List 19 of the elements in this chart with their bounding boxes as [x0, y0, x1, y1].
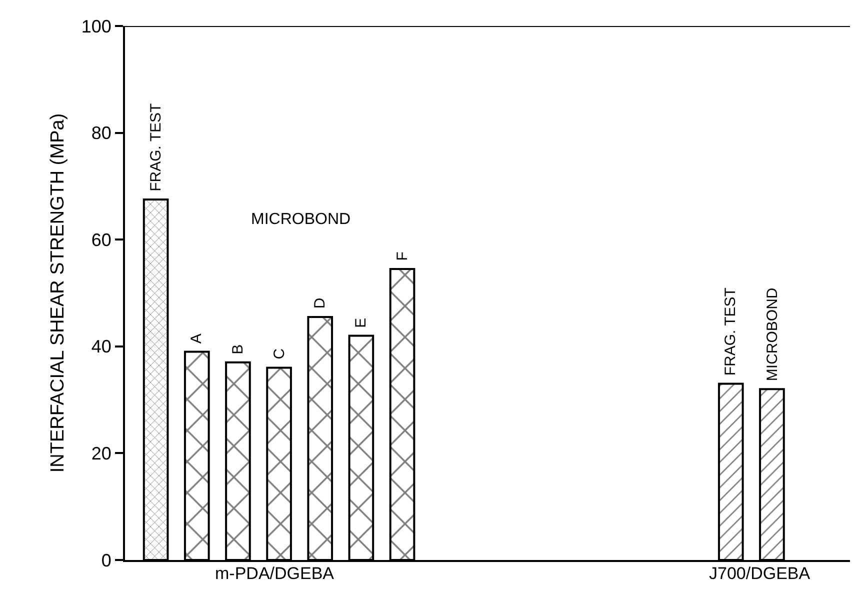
- x-tick-label: A: [188, 334, 206, 344]
- x-tick-label: D: [312, 298, 329, 309]
- annotation: MICROBOND: [251, 211, 351, 228]
- y-tick-label: 60: [91, 230, 112, 250]
- x-tick-label: B: [230, 344, 247, 354]
- text: m-PDA/DGEBA: [215, 564, 335, 583]
- y-tick-label: 100: [81, 16, 112, 36]
- y-tick-label: 40: [91, 336, 112, 357]
- y-axis-title: INTERFACIAL SHEAR STRENGTH (MPa): [48, 113, 69, 473]
- y-tick-label: 80: [91, 123, 112, 144]
- x-tick-label: C: [270, 348, 288, 360]
- x-tick-label: FRAG. TEST: [722, 288, 740, 376]
- y-tick-label: 20: [91, 444, 112, 464]
- y-tick-label: 0: [101, 550, 112, 570]
- text: J700/DGEBA: [709, 564, 811, 583]
- x-tick-label: F: [394, 252, 411, 261]
- x-tick-label: E: [352, 318, 370, 328]
- x-tick-label: MICROBOND: [764, 288, 781, 382]
- x-tick-label: FRAG. TEST: [147, 103, 164, 192]
